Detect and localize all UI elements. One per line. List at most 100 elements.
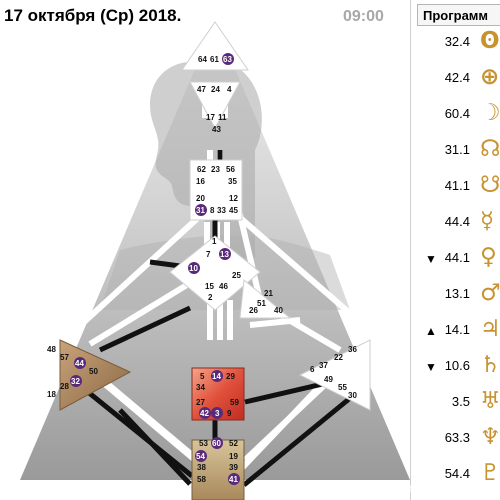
gate-55: 55	[338, 383, 347, 392]
gate-34: 34	[196, 383, 205, 392]
gate-16: 16	[196, 177, 205, 186]
defined-channels	[86, 150, 362, 487]
gate-42: 42	[200, 409, 209, 418]
sun-icon: ʘ	[480, 28, 500, 54]
retrograde-arrow: ▼	[425, 360, 437, 374]
gate-3: 3	[215, 409, 220, 418]
planet-gate-value: 44.1	[444, 250, 470, 265]
mars-icon: ♂	[480, 280, 500, 306]
spleen-center[interactable]	[59, 339, 132, 411]
gate-36: 36	[348, 345, 357, 354]
planet-gate-value: 31.1	[444, 142, 470, 157]
planet-gate-value: 10.6	[444, 358, 470, 373]
planet-gate-value: 32.4	[444, 34, 470, 49]
uranus-icon: ♅	[480, 388, 500, 414]
planet-row-north-node[interactable]: 31.1 ☊	[410, 135, 500, 171]
planet-row-jupiter[interactable]: ▲ 14.1 ♃	[410, 315, 500, 351]
gate-62: 62	[197, 165, 206, 174]
gate-48: 48	[47, 345, 56, 354]
gate-63-marker	[222, 53, 234, 65]
panel-tab-program[interactable]: Программ	[417, 4, 500, 26]
gate-24: 24	[211, 85, 220, 94]
gate-54-marker	[195, 450, 207, 462]
planet-row-mars[interactable]: 13.1 ♂	[410, 279, 500, 315]
gate-10: 10	[189, 264, 198, 273]
planet-row-mercury[interactable]: 44.4 ☿	[410, 207, 500, 243]
gate-46: 46	[219, 282, 228, 291]
ajna-center[interactable]	[189, 81, 241, 130]
gate-39: 39	[229, 463, 238, 472]
gate-60: 60	[212, 439, 221, 448]
gate-56: 56	[226, 165, 235, 174]
gate-53: 53	[199, 439, 208, 448]
mercury-icon: ☿	[480, 208, 495, 234]
gate-37: 37	[319, 361, 328, 370]
moon-icon: ☽	[480, 100, 500, 126]
gate-18: 18	[47, 390, 56, 399]
gate-31-marker	[195, 204, 207, 216]
planet-panel	[410, 0, 500, 500]
gate-52: 52	[229, 439, 238, 448]
gate-3-marker	[211, 407, 223, 419]
planet-gate-value: 60.4	[444, 106, 470, 121]
pluto-icon: ♇	[480, 460, 500, 486]
gate-8: 8	[210, 206, 215, 215]
planet-gate-value: 44.4	[444, 214, 470, 229]
planet-row-moon[interactable]: 60.4 ☽	[410, 99, 500, 135]
planet-row-south-node[interactable]: 41.1 ☋	[410, 171, 500, 207]
gate-30: 30	[348, 391, 357, 400]
planet-gate-value: 41.1	[444, 178, 470, 193]
venus-icon: ♀	[480, 244, 497, 270]
gate-49: 49	[324, 375, 333, 384]
retrograde-arrow: ▼	[425, 252, 437, 266]
gate-41-marker	[228, 473, 240, 485]
gate-44: 44	[75, 359, 84, 368]
gate-15: 15	[205, 282, 214, 291]
planet-gate-value: 42.4	[444, 70, 470, 85]
planet-row-earth[interactable]: 42.4 ⊕	[410, 63, 500, 99]
gate-54: 54	[196, 452, 205, 461]
gate-13: 13	[220, 250, 229, 259]
gate-42-marker	[199, 407, 211, 419]
saturn-icon: ♄	[480, 352, 500, 378]
gate-38: 38	[197, 463, 206, 472]
gate-32-marker	[70, 375, 82, 387]
gate-41: 41	[229, 475, 238, 484]
planet-gate-value: 14.1	[444, 322, 470, 337]
planet-row-uranus[interactable]: 3.5 ♅	[410, 387, 500, 423]
gate-5: 5	[200, 372, 205, 381]
gate-40: 40	[274, 306, 283, 315]
planet-row-pluto[interactable]: 54.4 ♇	[410, 459, 500, 495]
heart-center[interactable]	[239, 279, 292, 319]
solar-plexus-center[interactable]	[298, 339, 371, 411]
gate-45: 45	[229, 206, 238, 215]
g-center[interactable]	[169, 235, 261, 311]
gate-6: 6	[310, 365, 315, 374]
gate-7: 7	[206, 250, 211, 259]
gate-32: 32	[71, 377, 80, 386]
planet-row-venus[interactable]: ▼ 44.1 ♀	[410, 243, 500, 279]
gate-20: 20	[196, 194, 205, 203]
gate-2: 2	[208, 293, 213, 302]
gate-61: 61	[210, 55, 219, 64]
gate-27: 27	[196, 398, 205, 407]
north-node-icon: ☊	[480, 136, 500, 162]
gate-14: 14	[212, 372, 221, 381]
gate-31: 31	[196, 206, 205, 215]
gate-12: 12	[229, 194, 238, 203]
author-credit: Sergei Mavlatov ©	[394, 481, 493, 495]
planet-row-saturn[interactable]: ▼ 10.6 ♄	[410, 351, 500, 387]
gate-11: 11	[218, 113, 227, 122]
planet-row-sun[interactable]: 32.4 ʘ	[410, 27, 500, 63]
gate-63: 63	[223, 55, 232, 64]
planet-row-neptune[interactable]: 63.3 ♆	[410, 423, 500, 459]
gate-59: 59	[230, 398, 239, 407]
gate-51: 51	[257, 299, 266, 308]
gate-21: 21	[264, 289, 273, 298]
south-node-icon: ☋	[480, 172, 500, 198]
gate-13-marker	[219, 248, 231, 260]
exalted-arrow: ▲	[425, 324, 437, 338]
gate-44-marker	[74, 357, 86, 369]
gate-26: 26	[249, 306, 258, 315]
chart-time: 09:00	[343, 8, 384, 25]
